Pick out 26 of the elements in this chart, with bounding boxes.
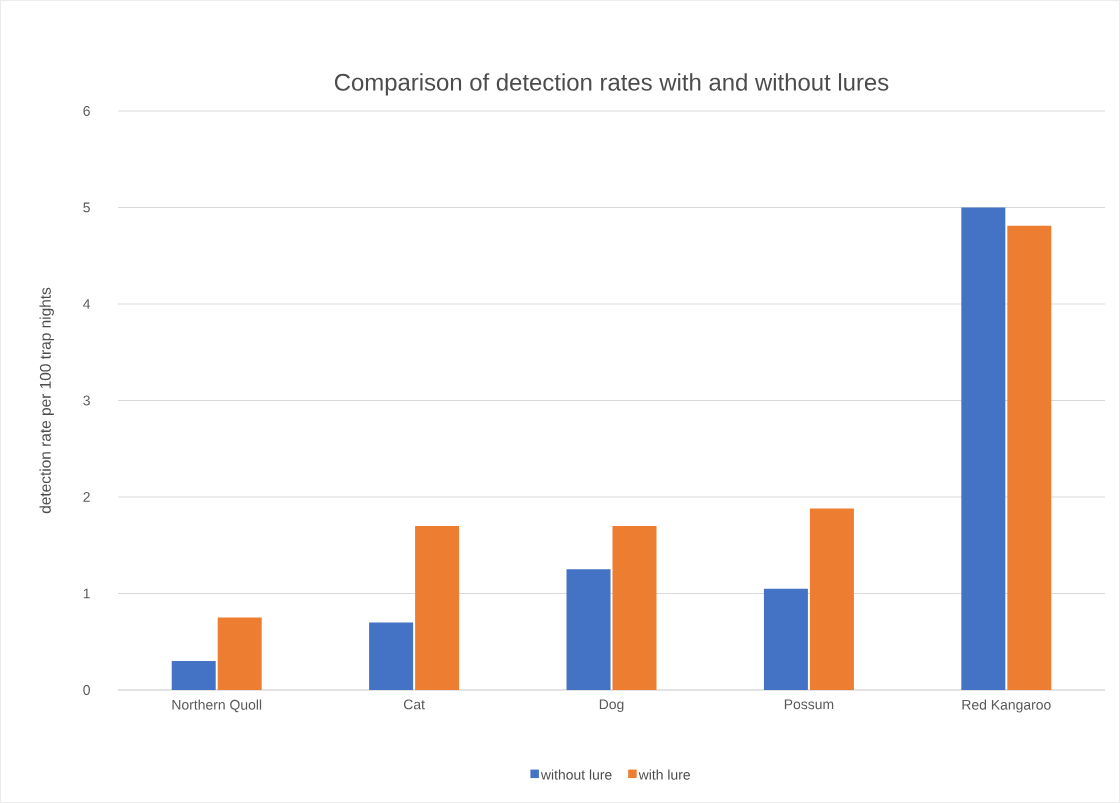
y-tick-label: 4: [83, 299, 91, 309]
y-tick-label: 6: [83, 106, 90, 116]
y-tick-label: 5: [83, 202, 90, 213]
bar: [809, 508, 854, 690]
y-tick-label: 1: [83, 588, 90, 599]
bar: [961, 207, 1006, 690]
bar: [763, 588, 808, 690]
chart-title: Comparison of detection rates with and without lures: [334, 73, 889, 96]
legend-label: without lure: [540, 769, 612, 780]
y-axis-title: detection rate per 100 trap nights: [39, 287, 54, 514]
x-tick-label: Red Kangaroo: [962, 699, 1051, 713]
bar: [171, 661, 216, 690]
bar: [566, 569, 611, 690]
bar: [415, 525, 460, 690]
x-tick-label: Northern Quoll: [172, 699, 262, 713]
y-tick-label: 3: [83, 395, 90, 406]
x-tick-label: Dog: [599, 699, 624, 712]
bar: [612, 525, 657, 690]
legend-label: with lure: [638, 769, 690, 780]
bar: [217, 617, 262, 690]
x-tick-label: Possum: [784, 699, 834, 710]
bar: [369, 622, 414, 690]
y-tick-label: 0: [83, 685, 90, 695]
bar: [1007, 225, 1052, 690]
x-tick-label: Cat: [403, 699, 425, 710]
y-tick-label: 2: [83, 492, 90, 502]
